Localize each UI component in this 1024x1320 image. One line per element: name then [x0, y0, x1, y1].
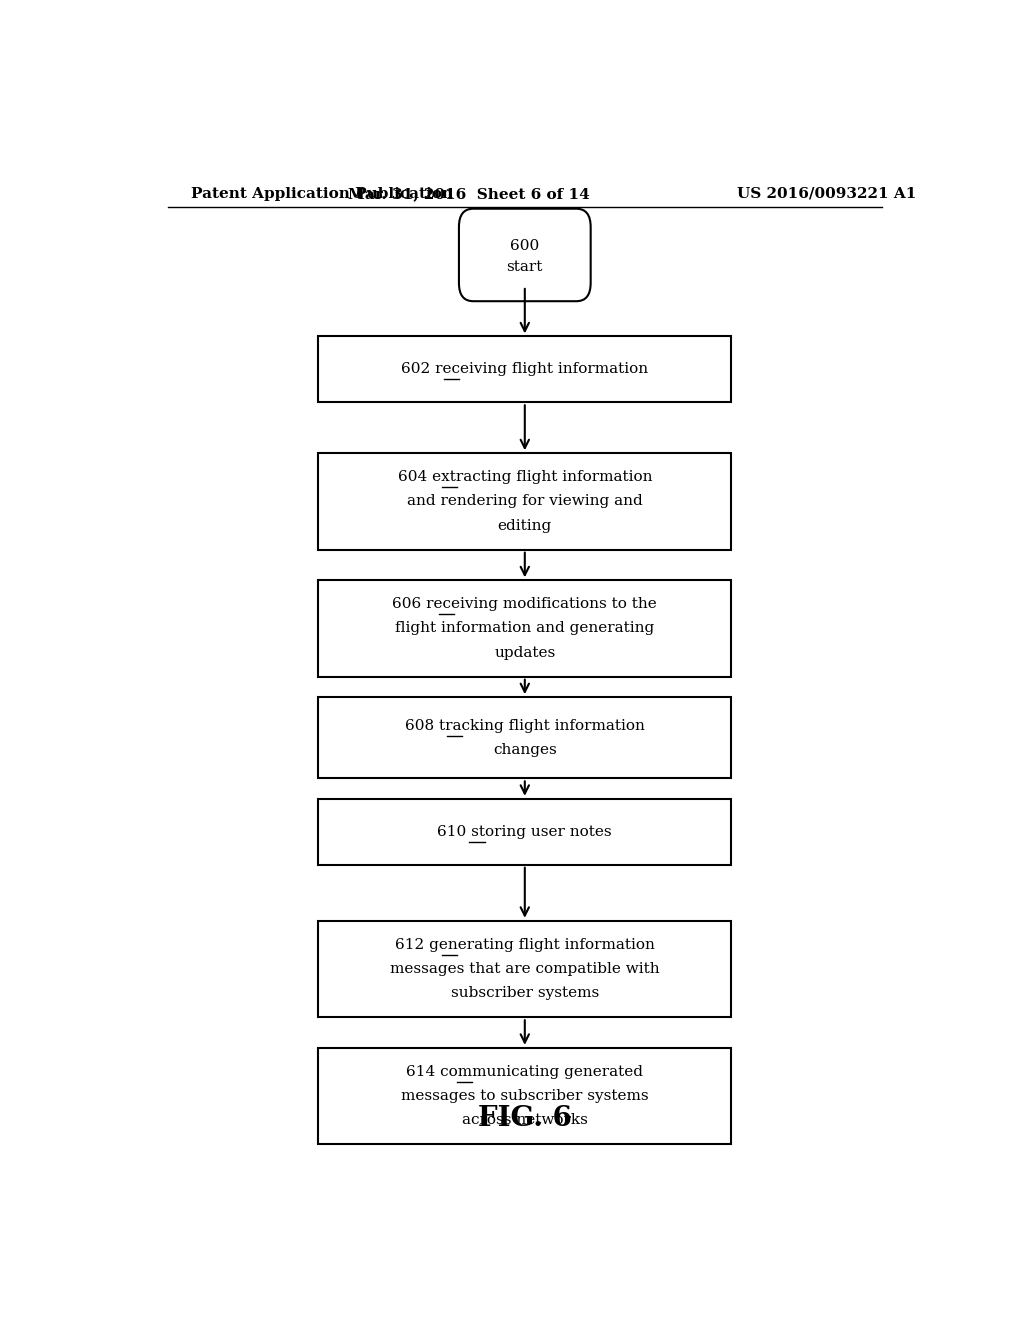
FancyBboxPatch shape	[318, 581, 731, 677]
FancyBboxPatch shape	[318, 453, 731, 549]
Text: subscriber systems: subscriber systems	[451, 986, 599, 1001]
Text: and rendering for viewing and: and rendering for viewing and	[407, 495, 643, 508]
Text: messages that are compatible with: messages that are compatible with	[390, 962, 659, 975]
Text: 600: 600	[510, 239, 540, 253]
Text: 610 storing user notes: 610 storing user notes	[437, 825, 612, 838]
FancyBboxPatch shape	[318, 921, 731, 1018]
Text: updates: updates	[495, 645, 555, 660]
Text: start: start	[507, 260, 543, 275]
FancyBboxPatch shape	[318, 697, 731, 779]
Text: changes: changes	[493, 743, 557, 756]
Text: across networks: across networks	[462, 1114, 588, 1127]
FancyBboxPatch shape	[459, 209, 591, 301]
Text: flight information and generating: flight information and generating	[395, 622, 654, 635]
FancyBboxPatch shape	[318, 1048, 731, 1144]
Text: 612 generating flight information: 612 generating flight information	[395, 937, 654, 952]
Text: 606 receiving modifications to the: 606 receiving modifications to the	[392, 597, 657, 611]
FancyBboxPatch shape	[318, 337, 731, 403]
Text: 614 communicating generated: 614 communicating generated	[407, 1065, 643, 1078]
Text: US 2016/0093221 A1: US 2016/0093221 A1	[736, 187, 916, 201]
Text: 602 receiving flight information: 602 receiving flight information	[401, 362, 648, 376]
Text: Patent Application Publication: Patent Application Publication	[191, 187, 454, 201]
Text: Mar. 31, 2016  Sheet 6 of 14: Mar. 31, 2016 Sheet 6 of 14	[348, 187, 590, 201]
Text: editing: editing	[498, 519, 552, 533]
Text: 604 extracting flight information: 604 extracting flight information	[397, 470, 652, 484]
Text: messages to subscriber systems: messages to subscriber systems	[401, 1089, 648, 1104]
Text: 608 tracking flight information: 608 tracking flight information	[404, 718, 645, 733]
Text: FIG. 6: FIG. 6	[478, 1105, 571, 1133]
FancyBboxPatch shape	[318, 799, 731, 865]
